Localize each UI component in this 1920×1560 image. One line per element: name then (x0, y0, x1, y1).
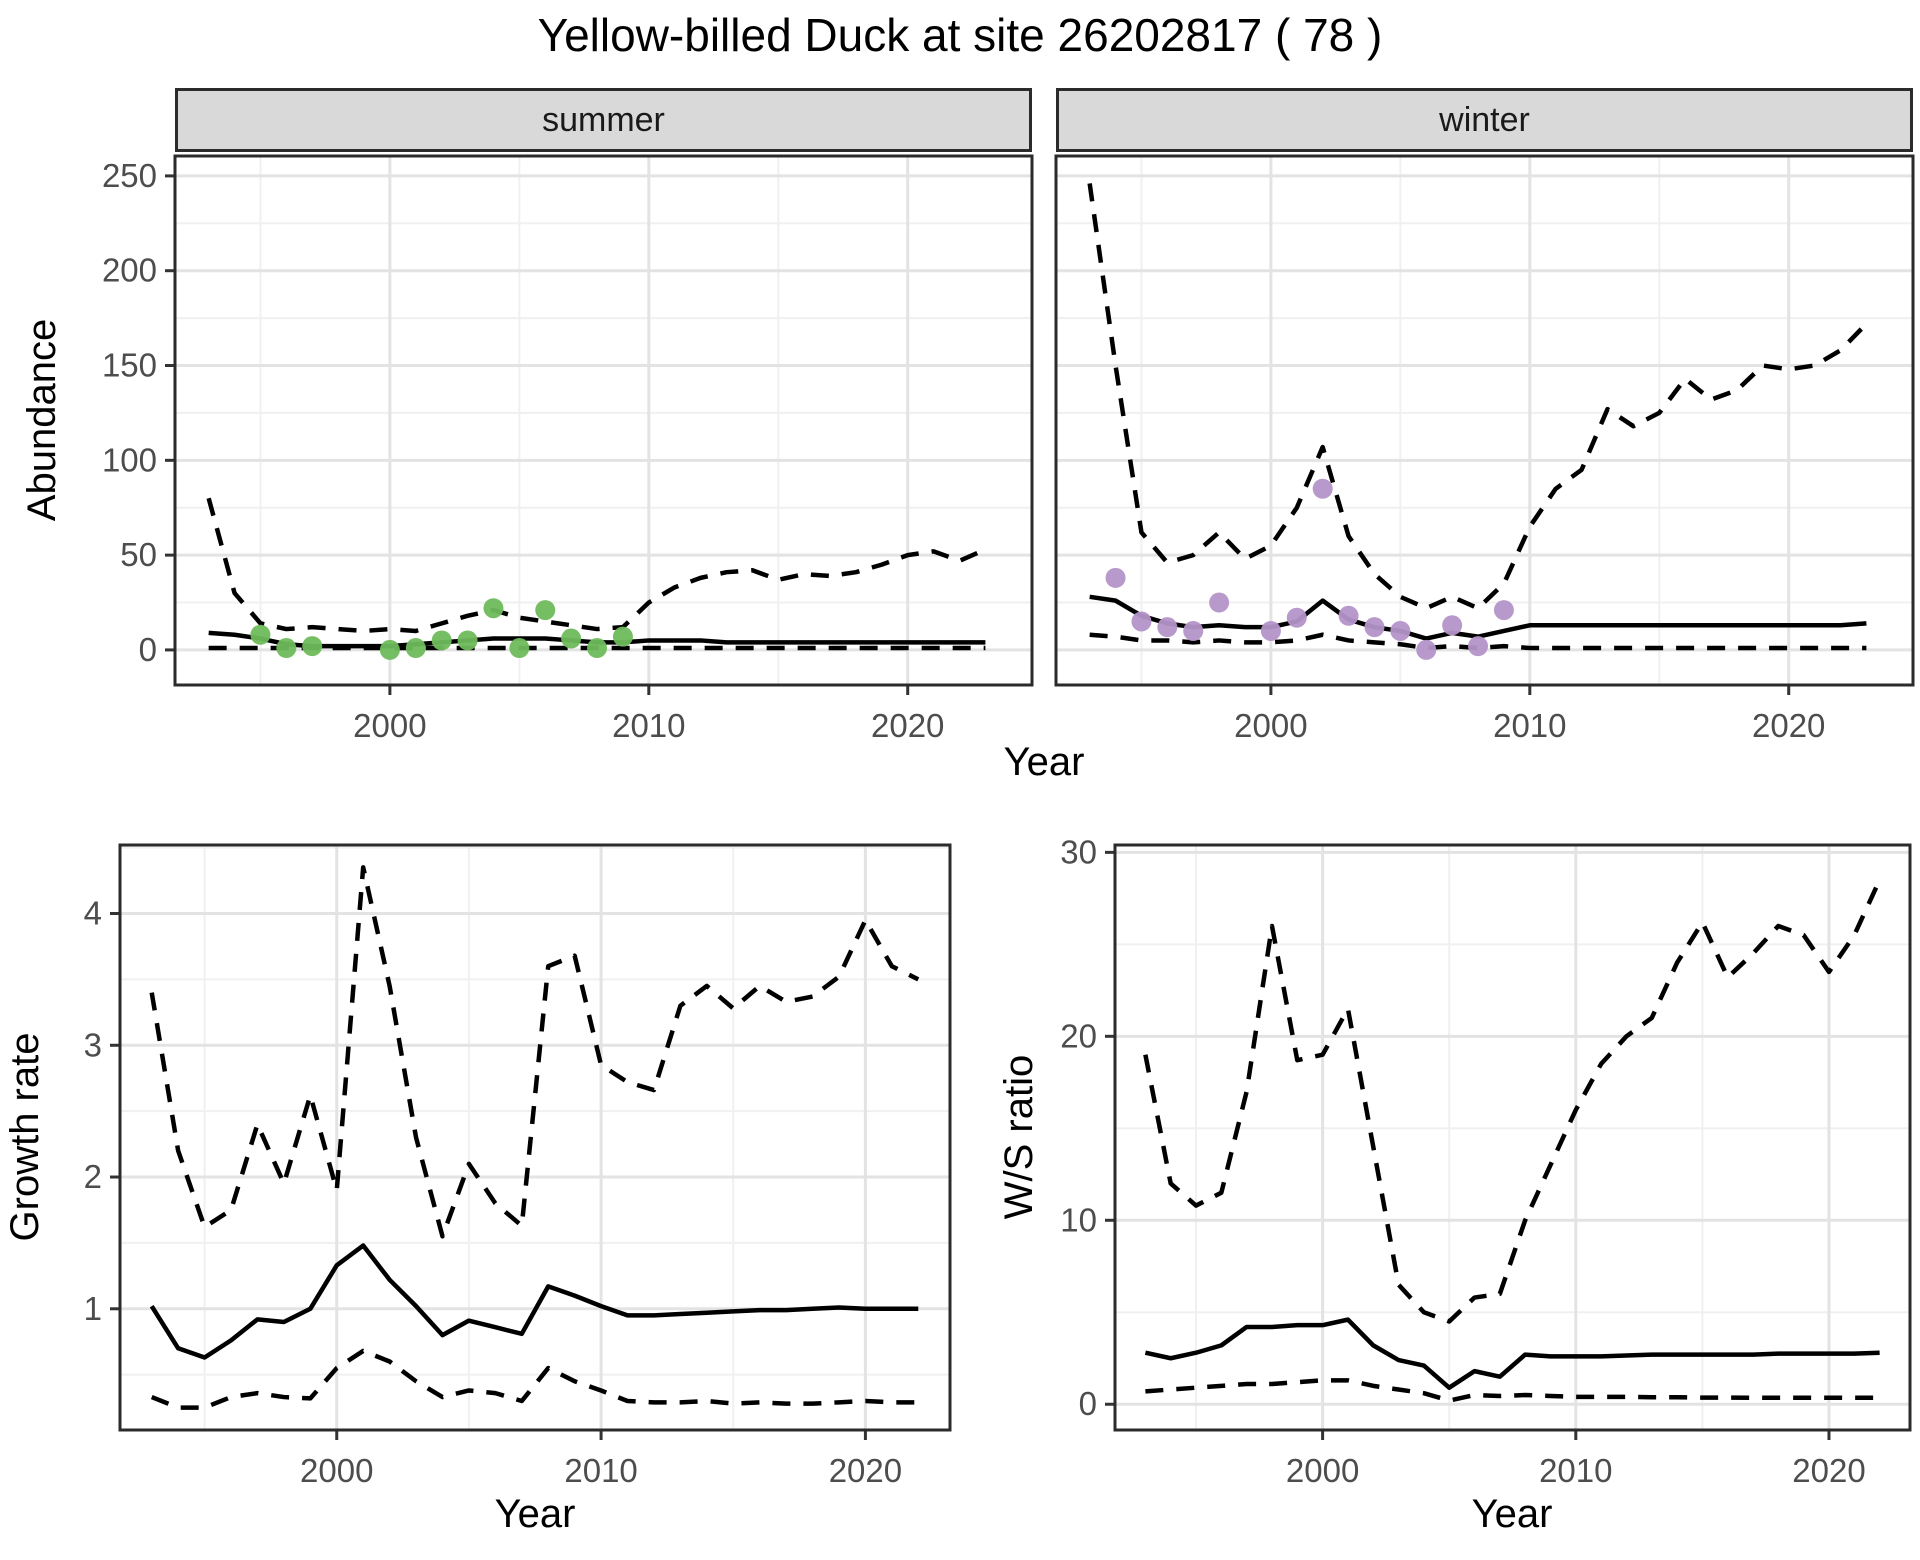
ws-ratio-chart: 2000 2010 2020 0 10 20 30 (1060, 835, 1912, 1489)
x-axis-label-year-top: Year (1003, 740, 1085, 784)
y-axis-label-growth-rate: Growth rate (3, 1032, 47, 1242)
abundance-summer-chart: 2000 2010 2020 0 50 100 150 200 250 (102, 154, 1034, 744)
page-title: Yellow-billed Duck at site 26202817 ( 78… (537, 9, 1383, 61)
svg-text:2020: 2020 (829, 1452, 902, 1489)
svg-text:1: 1 (84, 1290, 102, 1327)
svg-text:2020: 2020 (1752, 707, 1825, 744)
svg-text:2020: 2020 (1792, 1452, 1865, 1489)
facet-strip-summer: summer (175, 88, 1032, 152)
svg-text:0: 0 (1079, 1385, 1097, 1422)
facet-strip-winter-label: winter (1439, 100, 1530, 139)
svg-text:150: 150 (102, 347, 157, 384)
svg-text:200: 200 (102, 252, 157, 289)
facet-strip-summer-label: summer (542, 100, 665, 139)
svg-text:2010: 2010 (564, 1452, 637, 1489)
svg-text:2: 2 (84, 1158, 102, 1195)
svg-text:2000: 2000 (353, 707, 426, 744)
y-axis-label-ws-ratio: W/S ratio (997, 1054, 1041, 1220)
x-axis-label-year-bottom-right: Year (1471, 1492, 1553, 1536)
svg-text:30: 30 (1060, 835, 1097, 870)
svg-text:100: 100 (102, 441, 157, 478)
abundance-winter-chart: 2000 2010 2020 (1054, 154, 1915, 744)
svg-text:2020: 2020 (871, 707, 944, 744)
svg-text:4: 4 (84, 895, 102, 932)
svg-text:0: 0 (139, 631, 157, 668)
svg-text:3: 3 (84, 1026, 102, 1063)
facet-strip-winter: winter (1056, 88, 1913, 152)
svg-text:20: 20 (1060, 1017, 1097, 1054)
y-axis-label-abundance: Abundance (20, 318, 64, 522)
x-axis-label-year-bottom-left: Year (494, 1492, 576, 1536)
svg-text:2010: 2010 (1493, 707, 1566, 744)
svg-text:2010: 2010 (612, 707, 685, 744)
svg-text:250: 250 (102, 157, 157, 194)
svg-text:2000: 2000 (1286, 1452, 1359, 1489)
svg-text:2010: 2010 (1539, 1452, 1612, 1489)
growth-rate-chart: 2000 2010 2020 1 2 3 4 (84, 843, 952, 1489)
svg-text:2000: 2000 (1234, 707, 1307, 744)
svg-text:2000: 2000 (300, 1452, 373, 1489)
svg-text:50: 50 (120, 536, 157, 573)
svg-text:10: 10 (1060, 1201, 1097, 1238)
